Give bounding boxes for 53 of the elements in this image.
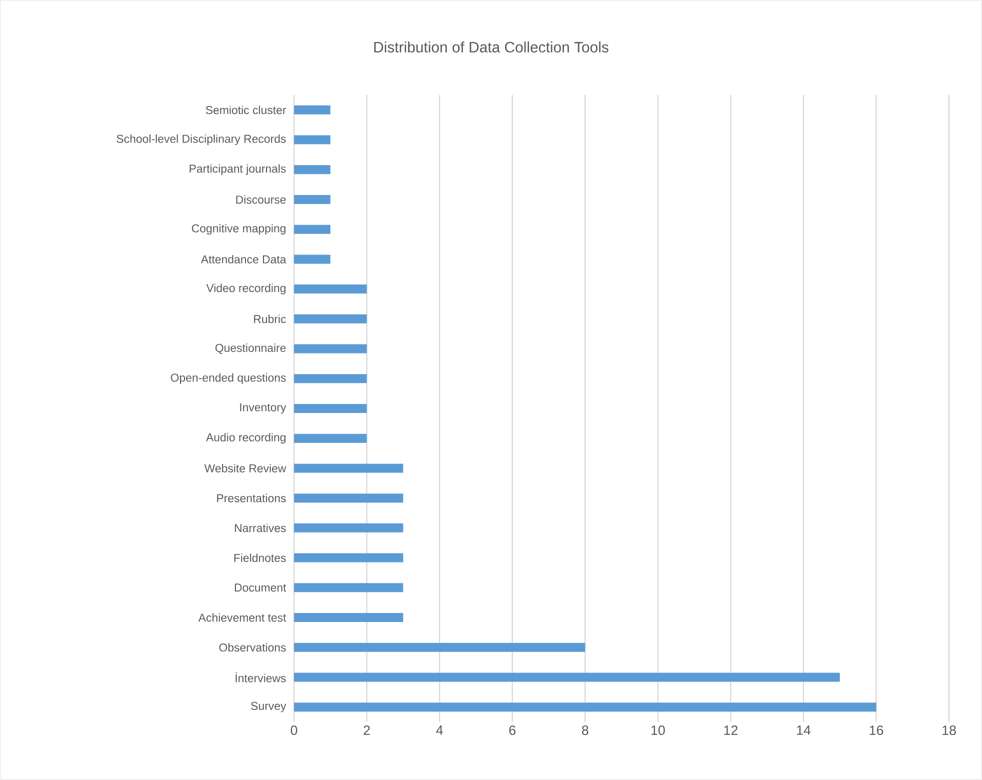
bar	[294, 702, 876, 712]
bar	[294, 194, 330, 204]
y-tick-label: Discourse	[236, 195, 286, 204]
bar	[294, 583, 404, 592]
bar	[294, 672, 840, 682]
y-tick-label: Cognitive mapping	[192, 224, 286, 235]
bar	[294, 284, 367, 294]
y-tick-label: Document	[234, 584, 286, 592]
y-tick-label: Presentations	[217, 494, 286, 502]
y-tick-label: Video recording	[206, 284, 286, 294]
bar	[294, 642, 586, 652]
y-tick-label: Narratives	[234, 524, 286, 532]
x-tick-label: 14	[797, 726, 811, 735]
x-tick-label: 6	[509, 726, 516, 736]
x-tick-label: 0	[290, 726, 298, 736]
y-tick-label: Questionnaire	[215, 344, 286, 354]
y-tick-label: Audio recording	[206, 433, 286, 444]
bar	[294, 344, 367, 354]
y-tick-label: Fieldnotes	[234, 554, 286, 562]
bar	[294, 553, 404, 562]
y-tick-label: Inventory	[240, 403, 286, 414]
x-tick-label: 8	[582, 726, 588, 736]
y-tick-label: Observations	[219, 643, 286, 652]
bar	[294, 135, 330, 144]
x-tick-label: 16	[870, 726, 884, 736]
y-tick-label: Website Review	[204, 464, 286, 472]
y-tick-label: Survey	[251, 702, 286, 712]
y-tick-label: Participant journals	[190, 164, 286, 175]
x-tick-label: 2	[364, 726, 370, 735]
bar	[294, 434, 367, 443]
bar	[294, 314, 367, 324]
bar	[294, 105, 330, 114]
bar	[294, 612, 404, 622]
bar	[294, 254, 330, 264]
bar	[294, 224, 330, 234]
y-tick-label: Semiotic cluster	[206, 106, 286, 114]
bar	[294, 165, 330, 174]
x-tick-label: 10	[651, 726, 665, 736]
chart-title: Distribution of Data Collection Tools	[374, 42, 608, 52]
x-tick-label: 12	[724, 726, 738, 735]
y-tick-label: Rubric	[254, 314, 286, 324]
bar	[294, 374, 367, 384]
x-tick-label: 4	[436, 726, 443, 735]
bar	[294, 464, 404, 473]
y-tick-label: Achievement test	[198, 613, 286, 622]
bar	[294, 404, 367, 413]
bar	[294, 494, 404, 503]
bar	[294, 523, 404, 532]
y-tick-label: Attendance Data	[200, 255, 286, 264]
y-tick-label: Open-ended questions	[170, 373, 286, 384]
x-tick-label: 18	[942, 726, 956, 736]
y-tick-label: İnterviews	[236, 672, 286, 682]
y-tick-label: School-level Disciplinary Records	[116, 134, 286, 146]
